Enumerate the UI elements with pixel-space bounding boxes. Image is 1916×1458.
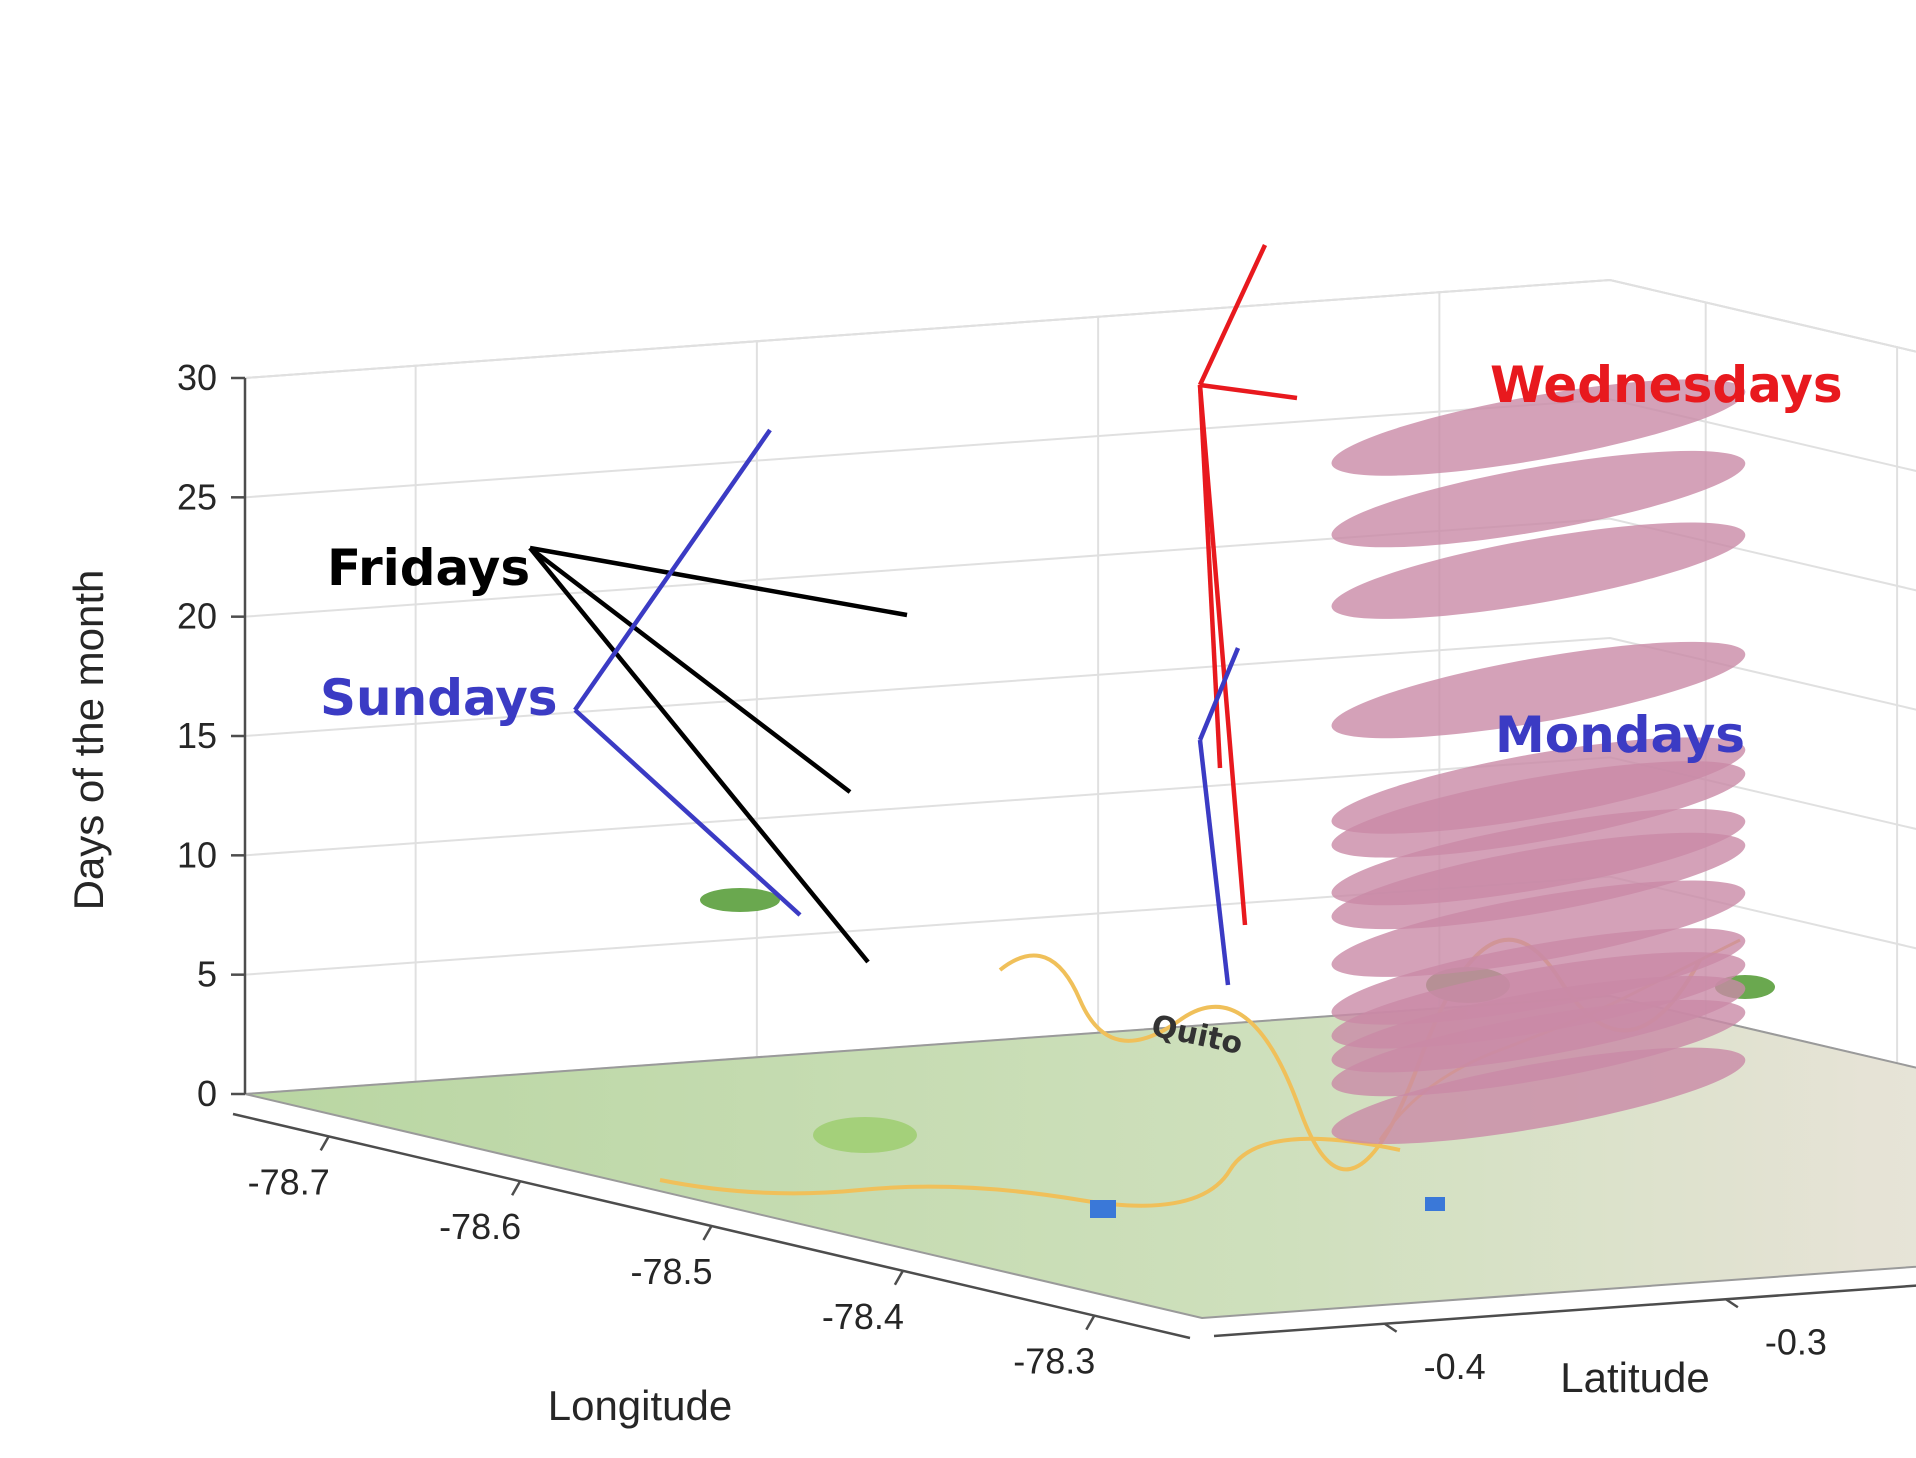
annotation-label: Sundays — [320, 669, 558, 727]
annotation-leader — [1197, 244, 1268, 386]
z-tick-label: 20 — [177, 596, 217, 637]
y-tick — [1383, 1322, 1398, 1333]
annotations: Wednesdays Fridays Sundays Mondays — [320, 244, 1843, 986]
gridline — [244, 636, 1916, 737]
annotation-leader — [1197, 384, 1248, 926]
x-tick — [1085, 1314, 1096, 1331]
x-tick — [702, 1225, 713, 1241]
day-layer — [1331, 832, 1746, 930]
day-layer — [1331, 880, 1746, 977]
z-axis-label: Days of the month — [65, 570, 112, 911]
day-layer — [1331, 1047, 1746, 1144]
x-axis-label: Longitude — [548, 1382, 733, 1429]
x-tick — [511, 1180, 522, 1196]
day-layer — [1331, 999, 1746, 1097]
day-layer — [1331, 522, 1746, 619]
annotation-leader — [529, 545, 908, 618]
day-layer — [1331, 761, 1746, 858]
y-axis-line — [1213, 1284, 1916, 1338]
map-park — [813, 1117, 917, 1153]
y-tick-label: -0.3 — [1765, 1321, 1827, 1362]
annotation-label: Fridays — [327, 539, 530, 597]
annotation-leader — [1197, 739, 1231, 986]
z-tick-label: 15 — [177, 715, 217, 756]
map-road — [659, 1136, 1401, 1208]
map-park — [700, 888, 780, 912]
x-tick — [893, 1270, 904, 1286]
gridline — [244, 517, 1916, 618]
y-axis-label: Latitude — [1560, 1354, 1709, 1401]
z-tick-label: 25 — [177, 476, 217, 517]
y-tick-label: -0.4 — [1424, 1346, 1486, 1387]
day-layer — [1331, 450, 1746, 548]
day-layer — [1331, 641, 1746, 739]
annotation-label: Mondays — [1495, 706, 1745, 764]
gridline — [244, 278, 1916, 379]
annotation-label: Wednesdays — [1490, 356, 1843, 414]
z-tick-label: 10 — [177, 834, 217, 875]
map-marker — [1090, 1200, 1116, 1218]
y-tick — [1725, 1298, 1739, 1309]
z-tick-label: 0 — [197, 1073, 217, 1114]
x-tick — [319, 1135, 330, 1152]
x-tick-label: -78.7 — [248, 1161, 330, 1202]
z-tick-label: 30 — [177, 357, 217, 398]
annotation-leader — [1199, 382, 1298, 401]
x-tick-label: -78.6 — [439, 1206, 521, 1247]
data-layers — [1331, 379, 1746, 1144]
tick-labels: 0 5 10 15 20 25 30 -78.7 -78.6 -78.5 -78.4 -78.3 -0.… — [177, 357, 1827, 1387]
annotation-leader — [1197, 647, 1241, 741]
x-tick-label: -78.3 — [1013, 1341, 1095, 1382]
map-marker — [1425, 1197, 1445, 1211]
z-tick-label: 5 — [197, 954, 217, 995]
x-tick-label: -78.5 — [630, 1251, 712, 1292]
annotation-leader — [528, 546, 870, 964]
x-tick-label: -78.4 — [822, 1296, 904, 1337]
day-layer — [1331, 379, 1746, 476]
annotation-leader — [573, 428, 772, 712]
annotation-leader — [573, 708, 802, 917]
annotation-leader — [528, 546, 852, 794]
